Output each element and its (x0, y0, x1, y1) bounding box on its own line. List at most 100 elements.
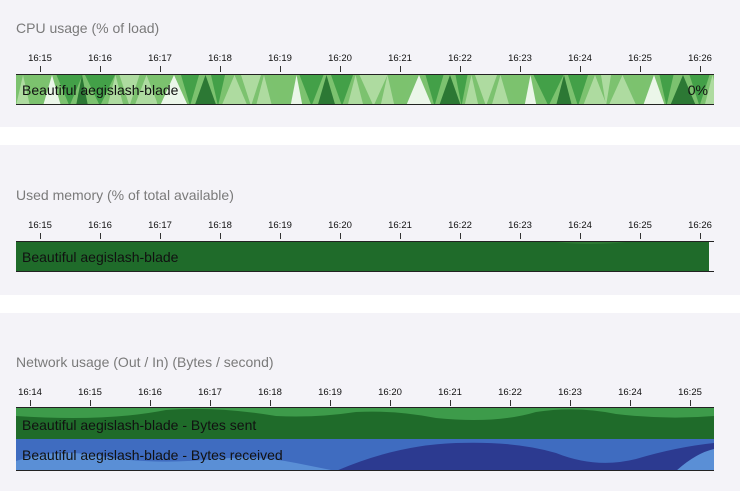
cpu-load-segment (629, 75, 648, 104)
cpu-load-segment (331, 75, 353, 104)
cpu-load-segment (211, 75, 225, 104)
cpu-load-segment (524, 75, 537, 104)
time-tick-label: 16:23 (508, 53, 532, 64)
time-tick-mark (160, 233, 161, 239)
cpu-load-segment (406, 75, 432, 104)
time-tick-mark (460, 233, 461, 239)
time-tick-mark (450, 400, 451, 406)
time-tick-mark (520, 66, 521, 72)
cpu-load-segment (505, 75, 531, 104)
cpu-load-segment (160, 75, 188, 104)
time-tick-mark (520, 233, 521, 239)
cpu-row-label: Beautiful aegislash-blade (22, 82, 179, 98)
time-tick-mark (220, 233, 221, 239)
time-tick-mark (460, 66, 461, 72)
cpu-load-segment (391, 75, 411, 104)
cpu-load-segment (583, 75, 607, 104)
time-tick-mark (630, 400, 631, 406)
cpu-load-segment (181, 75, 199, 104)
cpu-load-segment (455, 75, 468, 104)
time-tick-mark (160, 66, 161, 72)
time-tick-label: 16:19 (268, 53, 292, 64)
cpu-time-axis: 16:15 16:16 16:17 16:18 16:19 16:20 16:21 16:22… (16, 53, 714, 73)
time-tick-label: 16:19 (268, 220, 292, 231)
network-time-axis: 16:14 16:15 16:16 16:17 16:18 16:19 16:20 16:21… (16, 387, 714, 407)
cpu-load-segment (256, 75, 272, 104)
time-tick-mark (40, 66, 41, 72)
cpu-load-segment (659, 75, 674, 104)
cpu-load-segment (152, 75, 163, 104)
time-tick-mark (400, 233, 401, 239)
time-tick-label: 16:26 (688, 220, 712, 231)
time-tick-label: 16:15 (28, 53, 52, 64)
time-tick-label: 16:21 (388, 53, 412, 64)
time-tick-mark (400, 66, 401, 72)
cpu-load-segment (464, 75, 479, 104)
time-tick-mark (340, 233, 341, 239)
cpu-load-segment (425, 75, 444, 104)
cpu-usage-row[interactable]: Beautiful aegislash-blade 0% (16, 74, 714, 105)
received-fill-dark (338, 442, 714, 470)
time-tick-mark (340, 66, 341, 72)
memory-panel-title: Used memory (% of total available) (16, 187, 234, 203)
time-tick-mark (570, 400, 571, 406)
cpu-load-segment (359, 75, 388, 104)
cpu-value: 0% (687, 82, 708, 98)
time-tick-mark (690, 400, 691, 406)
memory-usage-row[interactable]: Beautiful aegislash-blade (16, 241, 714, 272)
time-tick-mark (100, 233, 101, 239)
cpu-load-segment (26, 75, 49, 104)
time-tick-label: 16:18 (208, 220, 232, 231)
time-tick-label: 16:17 (198, 387, 222, 398)
time-tick-label: 16:21 (438, 387, 462, 398)
cpu-load-segment (85, 75, 115, 104)
cpu-load-segment (689, 75, 710, 104)
time-tick-mark (40, 233, 41, 239)
panel-divider (0, 295, 740, 313)
time-tick-label: 16:23 (508, 220, 532, 231)
cpu-load-segment (705, 75, 714, 104)
network-panel-title: Network usage (Out / In) (Bytes / second… (16, 354, 274, 370)
time-tick-label: 16:15 (28, 220, 52, 231)
cpu-load-segment (643, 75, 665, 104)
panel-divider (0, 127, 740, 145)
memory-usage-graph (16, 242, 709, 271)
time-tick-label: 16:22 (498, 387, 522, 398)
time-tick-label: 16:25 (678, 387, 702, 398)
time-tick-label: 16:16 (88, 220, 112, 231)
time-tick-label: 16:24 (568, 53, 592, 64)
time-tick-mark (280, 233, 281, 239)
sent-fill-highlight (16, 408, 714, 420)
time-tick-mark (220, 66, 221, 72)
cpu-load-segment (475, 75, 497, 104)
cpu-load-segment (533, 75, 564, 104)
time-tick-mark (390, 400, 391, 406)
time-tick-label: 16:22 (448, 53, 472, 64)
cpu-load-segment (43, 75, 61, 104)
time-tick-mark (150, 400, 151, 406)
time-tick-label: 16:20 (378, 387, 402, 398)
cpu-load-segment (299, 75, 324, 104)
network-received-row[interactable]: Beautiful aegislash-blade - Bytes receiv… (16, 439, 714, 471)
network-sent-graph (16, 408, 714, 439)
cpu-load-segment (380, 75, 395, 104)
network-sent-row[interactable]: Beautiful aegislash-blade - Bytes sent (16, 407, 714, 440)
cpu-load-segment (318, 75, 335, 104)
cpu-panel-title: CPU usage (% of load) (16, 20, 160, 36)
received-fill-light (16, 452, 331, 470)
time-tick-label: 16:25 (628, 53, 652, 64)
time-tick-mark (640, 66, 641, 72)
time-tick-mark (100, 66, 101, 72)
cpu-load-segment (241, 75, 261, 104)
time-tick-label: 16:21 (388, 220, 412, 231)
time-tick-mark (700, 66, 701, 72)
time-tick-mark (90, 400, 91, 406)
cpu-load-segment (439, 75, 461, 104)
cpu-load-segment (135, 75, 158, 104)
time-tick-mark (510, 400, 511, 406)
time-tick-label: 16:25 (628, 220, 652, 231)
time-tick-mark (580, 66, 581, 72)
time-tick-label: 16:23 (558, 387, 582, 398)
cpu-load-segment (108, 75, 123, 104)
memory-row-label: Beautiful aegislash-blade (22, 249, 179, 265)
